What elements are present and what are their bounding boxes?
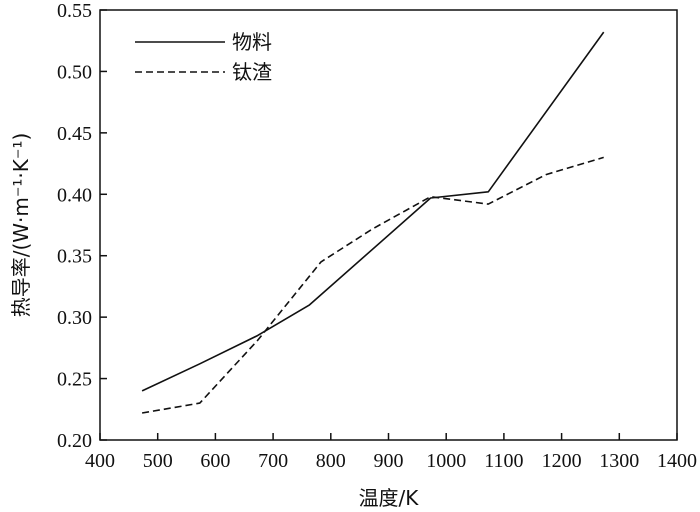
x-axis-ticks: 400 500 600 700 800 900 1000 1100 1200 1300 1400 <box>85 433 697 472</box>
x-tick-label: 1400 <box>657 450 697 472</box>
x-tick-label: 400 <box>85 450 115 472</box>
x-tick-label: 700 <box>258 450 288 472</box>
x-tick-label: 1000 <box>426 450 466 472</box>
x-tick-label: 1100 <box>484 450 523 472</box>
x-axis-title: 温度/K <box>359 486 420 510</box>
series-line-material <box>141 31 605 392</box>
y-tick-label: 0.50 <box>57 61 92 83</box>
x-tick-label: 900 <box>374 450 404 472</box>
y-tick-label: 0.45 <box>57 123 92 145</box>
x-tick-label: 1300 <box>599 450 639 472</box>
y-tick-label: 0.40 <box>57 184 92 206</box>
y-tick-label: 0.35 <box>57 246 92 268</box>
x-tick-label: 800 <box>316 450 346 472</box>
x-tick-label: 500 <box>143 450 173 472</box>
y-tick-label: 0.30 <box>57 307 92 329</box>
y-axis-title: 热导率/(W·m⁻¹·K⁻¹) <box>9 133 33 318</box>
legend-label: 物料 <box>232 30 272 54</box>
y-tick-label: 0.20 <box>57 430 92 452</box>
y-axis-ticks: 0.20 0.25 0.30 0.35 0.40 0.45 0.50 0.55 <box>57 0 107 452</box>
y-tick-label: 0.25 <box>57 369 92 391</box>
series-line-titanium-slag <box>141 156 604 414</box>
series-layer <box>141 31 605 414</box>
legend-label: 钛渣 <box>232 60 272 84</box>
y-tick-label: 0.55 <box>57 0 92 22</box>
x-tick-label: 1200 <box>542 450 582 472</box>
x-tick-label: 600 <box>200 450 230 472</box>
